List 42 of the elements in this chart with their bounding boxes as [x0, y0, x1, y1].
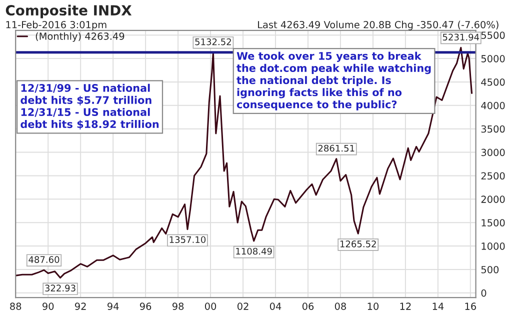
text: Last 4263.49 Volume 20.8B Chg -350.47 (-7.60%) — [258, 20, 498, 30]
annotation: 5132.52 — [195, 38, 231, 46]
x-tick-label: 16 — [465, 302, 476, 310]
x-tick-label: 96 — [140, 302, 152, 310]
annotation: 1108.49 — [236, 248, 272, 255]
annotation: 322.93 — [45, 284, 76, 292]
y-tick-label: 2500 — [481, 172, 505, 180]
x-tick-label: 08 — [334, 302, 346, 310]
y-tick-label: 0 — [481, 289, 486, 297]
x-tick-label: 06 — [302, 302, 314, 310]
annotation: 1357.10 — [170, 236, 206, 244]
x-tick-label: 94 — [108, 302, 119, 310]
annotation: 2861.51 — [318, 144, 354, 152]
y-tick-label: 5500 — [481, 32, 505, 39]
line-series — [16, 46, 473, 279]
y-tick-label: 5000 — [481, 55, 505, 62]
legend-label: (Monthly) 4263.49 — [36, 32, 124, 42]
annotation: We took over 15 years to break the dot.com peak while watching the national debt triple. Is ignoring facts like this of no consequence to the public? — [236, 52, 431, 110]
chart-subtitle: 11-Feb-2016 3:01pm — [6, 20, 106, 30]
annotation: 12/31/99 - US national debt hits $5.77 trillion 12/31/15 - US national debt hits $18.92 trillion — [20, 84, 159, 130]
x-tick-label: 00 — [204, 302, 216, 310]
y-tick-label: 4000 — [481, 102, 505, 110]
x-tick-label: 04 — [270, 302, 282, 310]
annotation: 487.60 — [28, 256, 60, 263]
annotation: 5231.94 — [442, 34, 480, 41]
x-tick-label: 10 — [368, 302, 379, 310]
x-tick-label: 90 — [42, 302, 54, 310]
x-tick-label: 02 — [237, 302, 248, 310]
x-tick-label: 88 — [10, 302, 22, 310]
y-tick-label: 500 — [481, 266, 499, 274]
y-tick-label: 1000 — [482, 242, 505, 250]
y-tick-label: 3000 — [481, 148, 505, 156]
x-tick-label: 14 — [432, 302, 444, 310]
x-tick-label: 12 — [400, 302, 411, 310]
y-tick-label: 4500 — [481, 78, 505, 86]
y-tick-label: 3500 — [481, 125, 505, 133]
y-tick-label: 2000 — [481, 196, 505, 203]
x-tick-label: 92 — [75, 302, 86, 310]
x-tick-label: 98 — [172, 302, 184, 310]
annotation: 1265.52 — [340, 240, 376, 248]
y-tick-label: 1500 — [482, 219, 505, 226]
chart-title: Composite INDX — [6, 4, 132, 18]
